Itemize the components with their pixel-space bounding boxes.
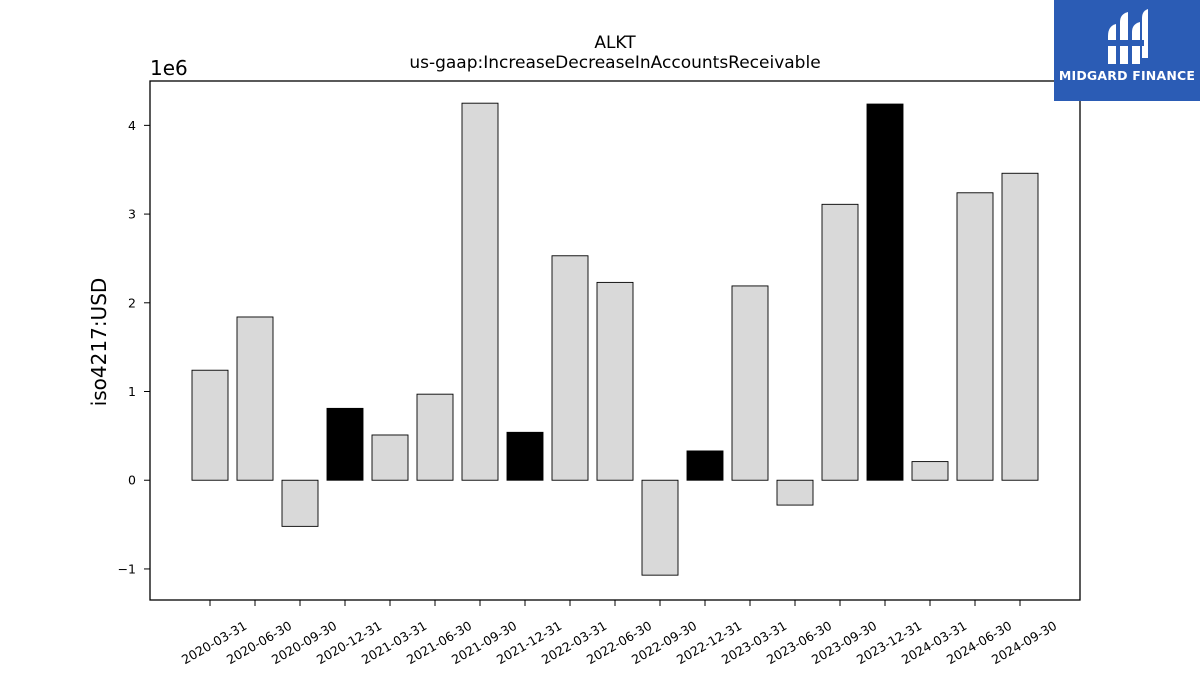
bar-2023-06-30 xyxy=(776,479,814,506)
bar-2020-06-30 xyxy=(236,316,274,481)
bar-2022-03-31 xyxy=(551,255,589,481)
y-tick-label: 1 xyxy=(128,384,136,399)
y-axis-label: iso4217:USD xyxy=(87,278,111,407)
bar-2021-03-31 xyxy=(371,434,409,481)
bars-layer xyxy=(191,102,1039,576)
y-multiplier-label: 1e6 xyxy=(150,56,188,80)
y-tick-label: 3 xyxy=(128,207,136,222)
bar-2023-12-31 xyxy=(866,103,904,481)
y-tick-label: 0 xyxy=(128,473,136,488)
bar-2020-09-30 xyxy=(281,479,319,527)
bar-2023-03-31 xyxy=(731,285,769,481)
y-tick-label: −1 xyxy=(118,561,136,576)
bar-2022-12-31 xyxy=(686,450,724,481)
chart-subtitle: us-gaap:IncreaseDecreaseInAccountsReceiv… xyxy=(409,53,820,73)
bar-2022-06-30 xyxy=(596,281,634,481)
bar-2020-03-31 xyxy=(191,369,229,481)
logo-text: MIDGARD FINANCE xyxy=(1058,68,1196,83)
bar-2023-09-30 xyxy=(821,203,859,481)
bar-2024-06-30 xyxy=(956,192,994,481)
y-axis: −1 0 1 2 3 4 xyxy=(118,118,150,576)
bar-2021-06-30 xyxy=(416,393,454,481)
bar-2024-03-31 xyxy=(911,461,949,481)
y-tick-label: 2 xyxy=(128,295,136,310)
bar-2024-09-30 xyxy=(1001,172,1039,481)
midgard-logo-icon xyxy=(1108,9,1148,64)
midgard-finance-logo: MIDGARD FINANCE xyxy=(1054,0,1200,101)
plot-frame xyxy=(149,80,1081,601)
bar-2021-12-31 xyxy=(506,431,544,481)
bar-2022-09-30 xyxy=(641,479,679,576)
y-tick-label: 4 xyxy=(128,118,136,133)
chart-title: ALKT xyxy=(594,33,636,53)
bar-2021-09-30 xyxy=(461,102,499,481)
x-axis: 2020-03-312020-06-302020-09-302020-12-31… xyxy=(179,600,1059,667)
bar-2020-12-31 xyxy=(326,407,364,481)
